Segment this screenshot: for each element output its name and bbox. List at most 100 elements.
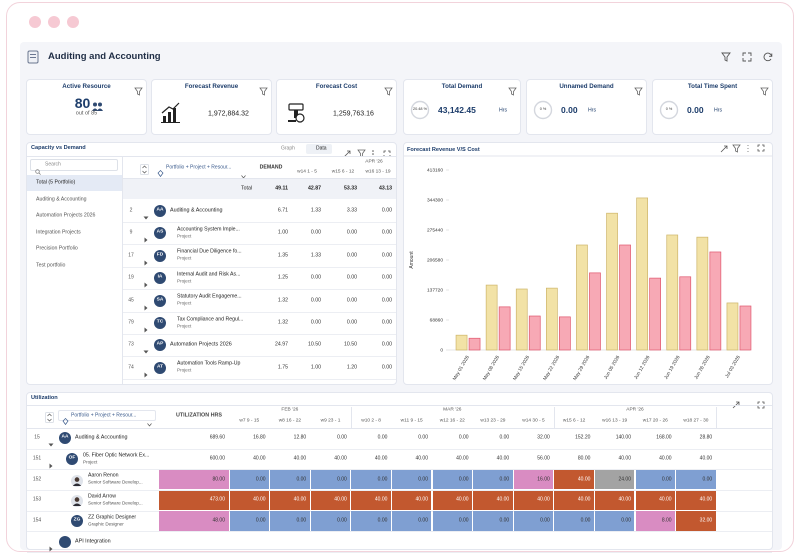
- kpi-filter[interactable]: [384, 83, 393, 101]
- expand-arrow[interactable]: [48, 539, 54, 556]
- utilization-cell: [513, 511, 554, 531]
- row-value: 0.00: [381, 319, 392, 326]
- row-name: API Integration: [75, 538, 111, 545]
- portfolio-item[interactable]: Automation Projects 2026: [36, 212, 96, 219]
- row-value: 10.50: [344, 341, 357, 348]
- utilization-cell: [270, 469, 310, 490]
- expand-arrow[interactable]: [143, 208, 149, 226]
- tab[interactable]: Graph: [281, 145, 295, 152]
- portfolio-item[interactable]: Precision Portfolio: [36, 245, 78, 252]
- row-name: Auditing & Accounting: [75, 434, 128, 441]
- expand-arrow[interactable]: [143, 320, 149, 338]
- cell-value: 0.00: [499, 517, 510, 524]
- row-number: 74: [128, 364, 134, 371]
- utilization-cell: [432, 469, 473, 490]
- utilization-cell: [391, 469, 432, 490]
- row-line: [27, 531, 772, 533]
- avatar-photo: [71, 494, 83, 512]
- expand-arrow[interactable]: [143, 342, 149, 360]
- panel-expand[interactable]: [757, 396, 765, 414]
- bar: [515, 288, 528, 351]
- expand-arrow[interactable]: [143, 230, 149, 248]
- expand-arrow-glyph: [49, 546, 53, 552]
- avatar-initials: FD: [156, 252, 164, 258]
- row-name: Automation Tools Ramp-Up: [177, 360, 241, 367]
- portfolio-item[interactable]: Integration Projects: [36, 229, 81, 236]
- sort-button[interactable]: [45, 410, 54, 428]
- cell-value: 0.00: [458, 517, 469, 524]
- panel-expand[interactable]: [383, 145, 391, 163]
- utilization-cell: [473, 511, 513, 531]
- tab[interactable]: Data: [316, 145, 327, 152]
- expand-arrow[interactable]: [143, 275, 149, 293]
- kpi-filter[interactable]: [634, 83, 643, 101]
- kpi-gauge: [659, 100, 679, 125]
- column-select[interactable]: [153, 162, 248, 173]
- portfolio-item[interactable]: Total (5 Portfolio): [36, 179, 76, 186]
- avatar: [154, 227, 166, 240]
- row-value: 10.50: [308, 341, 321, 348]
- column-select[interactable]: [58, 410, 156, 421]
- row-value: 0.00: [381, 364, 392, 371]
- cell-value: 0.00: [499, 476, 510, 483]
- portfolio-item[interactable]: Auditing & Accounting: [36, 195, 87, 202]
- kpi-value: 1,259,763.16: [333, 110, 374, 118]
- cell-value: 16.00: [537, 476, 550, 483]
- kpi-card: [151, 79, 272, 135]
- bar: [546, 287, 558, 351]
- cell-value: 28.80: [699, 434, 713, 441]
- kpi-gauge: [410, 100, 430, 125]
- column-header: DEMAND: [259, 164, 283, 171]
- cell-value: 0.00: [418, 434, 428, 441]
- row-line: [27, 469, 772, 471]
- expand-arrow[interactable]: [48, 456, 54, 474]
- utilization-cell: [270, 490, 310, 511]
- kpi-filter[interactable]: [760, 83, 769, 101]
- row-value: 0.00: [381, 274, 392, 281]
- kpi-gauge-label: 0 %: [539, 107, 547, 112]
- expand-arrow[interactable]: [143, 253, 149, 271]
- row-line: [123, 266, 396, 268]
- expand-arrow-glyph: [144, 260, 148, 266]
- row-value: 3.33: [346, 207, 357, 214]
- x-tick-label: Jun 05 2026: [603, 354, 622, 380]
- week-header: w7 9 - 15: [239, 418, 260, 424]
- bar: [589, 272, 601, 351]
- refresh-button[interactable]: [763, 52, 773, 62]
- avatar-photo: [71, 474, 83, 492]
- expand-arrow[interactable]: [48, 435, 54, 453]
- expand-arrow-glyph: [143, 350, 149, 354]
- row-name: Auditing & Accounting: [170, 207, 223, 214]
- kpi-filter[interactable]: [259, 83, 268, 101]
- expand-arrow[interactable]: [143, 298, 149, 316]
- portfolio-item[interactable]: Test portfolio: [36, 262, 66, 269]
- search-box[interactable]: [30, 159, 118, 171]
- forecast-chart: Forecast Revenue V/S Cost 0 68860 137720 206…: [403, 144, 773, 382]
- utilization-cell: [229, 511, 270, 531]
- sort-button[interactable]: [140, 162, 149, 180]
- month-divider: [553, 407, 555, 428]
- portfolio-selected: [27, 175, 122, 191]
- kpi-filter-glyph: [259, 87, 268, 96]
- filter-button[interactable]: [721, 52, 731, 62]
- y-tick-label: 413160: [427, 167, 443, 173]
- avatar-initials: TC: [156, 319, 164, 325]
- cell-value: 0.00: [255, 517, 266, 524]
- expand-button[interactable]: [742, 52, 752, 62]
- select-caret: [147, 414, 152, 432]
- cell-value: 0.00: [540, 517, 550, 524]
- expand-arrow[interactable]: [143, 365, 149, 383]
- cell-value: 40.00: [253, 455, 266, 462]
- select-caret-glyph: [147, 423, 152, 427]
- page-title: Auditing and Accounting: [48, 51, 161, 62]
- row-sub: Project: [177, 278, 192, 284]
- row-line: [123, 222, 396, 223]
- row-number: 17: [128, 252, 134, 259]
- x-tick-label: May 08 2026: [482, 354, 501, 381]
- kpi-filter[interactable]: [134, 83, 143, 101]
- row-name: Statutory Audit Engageme...: [177, 293, 242, 300]
- total-value: 49.11: [275, 185, 288, 192]
- utilization-cell: [432, 511, 473, 531]
- row-value: 1.20: [346, 364, 357, 371]
- kpi-filter[interactable]: [508, 83, 517, 101]
